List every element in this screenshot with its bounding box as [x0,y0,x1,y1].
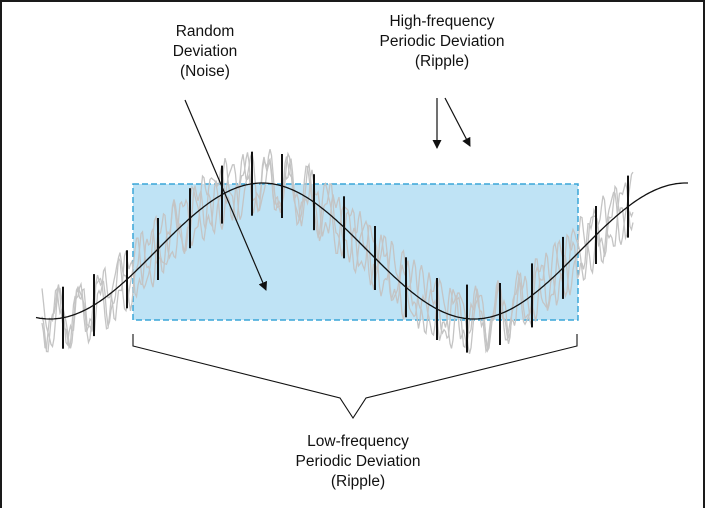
random-deviation-label: Random Deviation (Noise) [172,23,238,80]
sine-waveform [35,182,688,320]
ripple-arrow-right [444,97,471,147]
low-frequency-brace [132,334,578,420]
noise-waveform [41,149,634,354]
noise-trace [41,154,634,350]
noise-trace [41,152,634,354]
low-frequency-label: Low-frequency Periodic Deviation (Ripple… [295,433,421,490]
noise-arrow [184,99,268,291]
high-frequency-label: High-frequency Periodic Deviation (Rippl… [379,13,505,70]
noise-trace [41,149,634,354]
